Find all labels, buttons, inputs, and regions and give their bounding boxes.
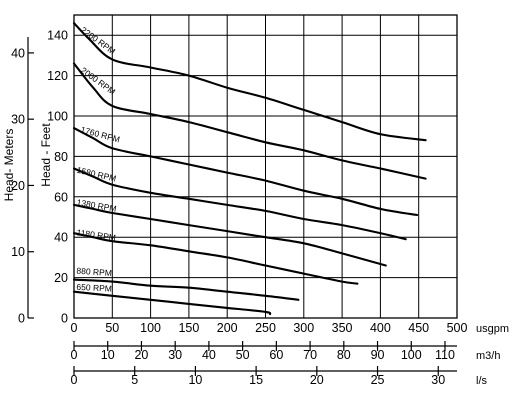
curve-label: 1580 RPM [76, 165, 117, 184]
x-tick-label: 15 [249, 373, 263, 387]
x-tick-label: 80 [337, 348, 351, 362]
y-tick-label-feet: 80 [54, 150, 68, 164]
x-tick-label: 110 [435, 348, 455, 362]
pump-curve [72, 167, 407, 241]
x-tick-label: 10 [188, 373, 202, 387]
curve-label: 650 RPM [76, 282, 112, 294]
curves [72, 22, 427, 316]
x-tick-label: 0 [71, 373, 78, 387]
y-tick-label-meters: 10 [11, 245, 25, 259]
y-tick-label-feet: 100 [47, 110, 68, 124]
curve-label: 880 RPM [76, 266, 112, 278]
pump-curve [72, 232, 359, 285]
x-tick-label: 100 [140, 321, 161, 335]
x-tick-label: 300 [293, 321, 314, 335]
pump-curve [72, 127, 419, 217]
curve-label: 2200 RPM [79, 25, 117, 57]
y-tick-label-meters: 40 [11, 46, 25, 60]
x-tick-label: 50 [105, 321, 119, 335]
x-tick-label: 90 [371, 348, 385, 362]
x-tick-label: 40 [202, 348, 216, 362]
pump-curve [72, 62, 427, 180]
y-tick-label-feet: 0 [61, 312, 68, 326]
curve-label: 1180 RPM [76, 227, 117, 242]
x-tick-label: 60 [269, 348, 283, 362]
x-tick-label: 20 [134, 348, 148, 362]
pump-curve [72, 290, 272, 316]
x-tick-label: 30 [168, 348, 182, 362]
x-tick-label: 0 [71, 348, 78, 362]
x-axis-unit: m3/h [476, 350, 500, 362]
x-tick-label: 400 [370, 321, 391, 335]
y-axis-meters-title: Head- Meters [2, 129, 16, 202]
pump-curve [72, 203, 387, 267]
pump-curve [72, 22, 427, 142]
curve-label: 1380 RPM [76, 197, 117, 214]
x-tick-label: 10 [101, 348, 115, 362]
x-tick-label: 450 [408, 321, 429, 335]
x-tick-label: 250 [255, 321, 276, 335]
x-tick-label: 350 [332, 321, 353, 335]
x-tick-label: 5 [131, 373, 138, 387]
y-tick-label-feet: 140 [47, 29, 68, 43]
y-tick-label-feet: 20 [54, 271, 68, 285]
x-tick-label: 200 [217, 321, 238, 335]
x-axis-unit: usgpm [476, 323, 509, 335]
x-tick-label: 500 [447, 321, 468, 335]
x-tick-label: 20 [310, 373, 324, 387]
x-tick-label: 100 [401, 348, 422, 362]
grid [74, 15, 457, 318]
plot-frame [73, 14, 458, 319]
x-tick-label: 0 [71, 321, 78, 335]
y-tick-label-meters: 0 [18, 312, 25, 326]
x-tick-label: 150 [178, 321, 199, 335]
y-axis-feet: 0 20 40 60 80 100 120 140 [47, 29, 68, 326]
x-tick-label: 30 [431, 373, 445, 387]
y-tick-label-feet: 60 [54, 190, 68, 204]
y-axis-feet-title: Head - Feet [39, 123, 53, 187]
curve-label: 2000 RPM [79, 65, 117, 97]
y-axis-meters: 0 10 20 30 40 [11, 37, 34, 326]
x-tick-label: 25 [371, 373, 385, 387]
y-tick-label-feet: 120 [47, 69, 68, 83]
x-axis-unit: l/s [476, 375, 488, 387]
y-tick-label-feet: 40 [54, 231, 68, 245]
y-tick-label-meters: 20 [11, 179, 25, 193]
x-tick-label: 70 [303, 348, 317, 362]
x-tick-label: 50 [236, 348, 250, 362]
y-tick-label-meters: 30 [11, 113, 25, 127]
pump-curve [72, 278, 300, 301]
